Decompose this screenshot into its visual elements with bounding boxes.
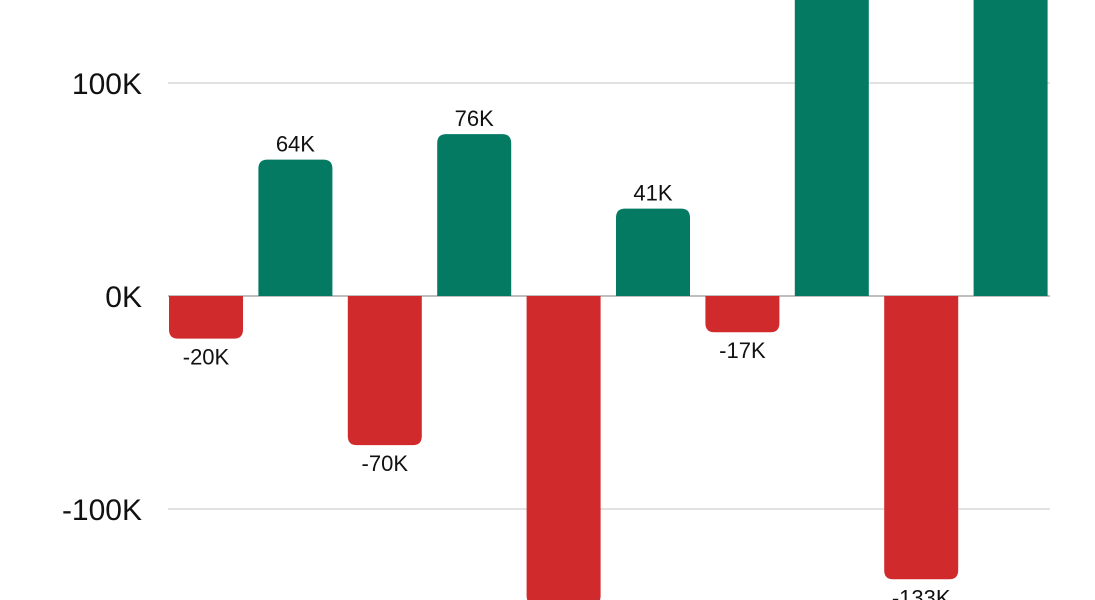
y-tick-label: 100K	[72, 68, 142, 101]
bar-negative	[884, 296, 959, 580]
bar-data-label: -17K	[719, 338, 766, 363]
bar-positive	[258, 159, 333, 296]
y-tick-label: 0K	[105, 281, 142, 314]
bar-negative	[347, 296, 422, 446]
bar-positive	[437, 134, 512, 296]
bar-data-label: 41K	[633, 181, 672, 206]
bar-negative	[705, 296, 780, 333]
y-axis: 100K 0K -100K	[62, 68, 142, 527]
labels-layer: -20K 64K -70K 76K 41K -17K -133K	[183, 106, 951, 600]
bar-data-label: 64K	[276, 132, 315, 157]
bar-data-label: -70K	[362, 451, 409, 476]
y-tick-label: -100K	[62, 494, 142, 527]
bar-negative	[169, 296, 243, 339]
bar-negative	[526, 296, 601, 600]
bar-data-label: -20K	[183, 345, 230, 370]
bar-positive	[973, 0, 1048, 296]
bar-positive	[616, 208, 690, 296]
bar-data-label: -133K	[892, 585, 951, 600]
bars-layer	[169, 0, 1048, 600]
bar-data-label: 76K	[455, 106, 494, 131]
bar-positive	[794, 0, 869, 296]
